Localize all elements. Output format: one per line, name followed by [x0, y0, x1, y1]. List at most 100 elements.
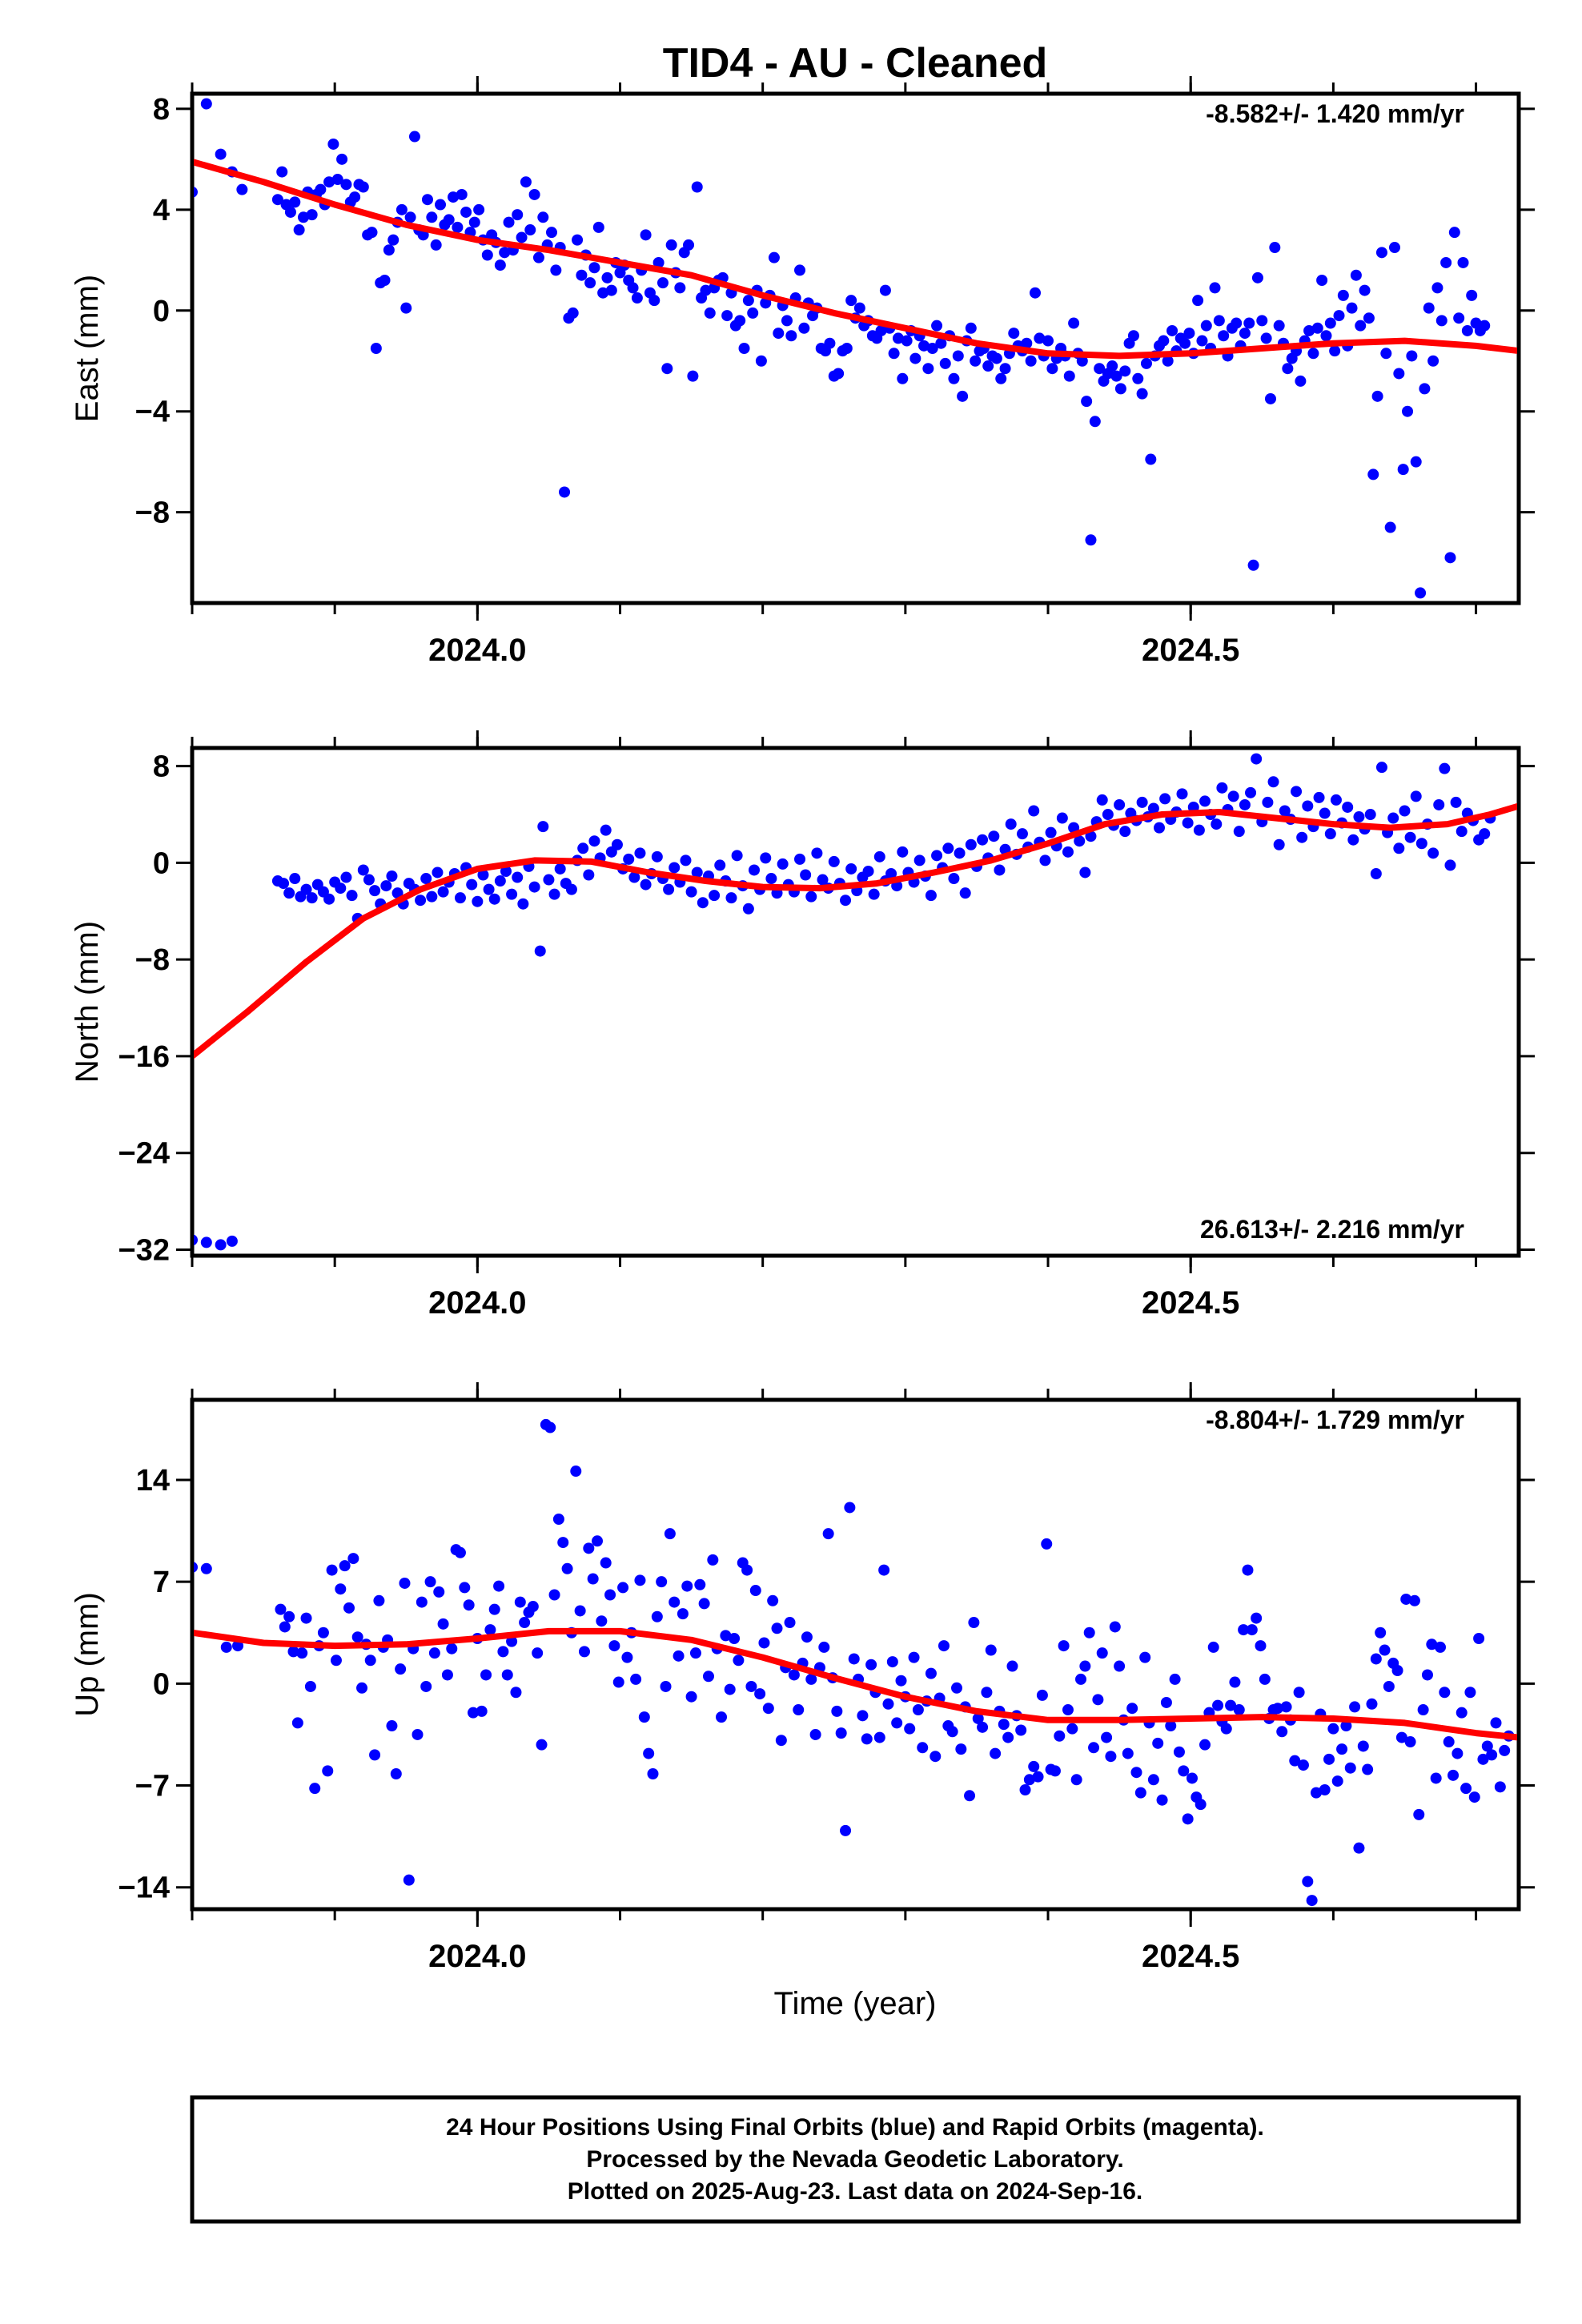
data-point [685, 886, 697, 898]
data-point [1460, 1783, 1472, 1795]
data-point [656, 277, 669, 289]
data-point [426, 211, 438, 223]
plot-frame [190, 1397, 1521, 1912]
data-point [951, 1682, 963, 1694]
data-point [994, 864, 1006, 876]
data-point [1481, 1740, 1493, 1752]
data-point [1448, 227, 1460, 239]
data-point [364, 1655, 376, 1667]
data-point [570, 1466, 582, 1478]
data-point [483, 883, 495, 895]
data-point [733, 1655, 745, 1667]
data-point [1450, 796, 1462, 808]
data-point [1353, 1842, 1365, 1854]
data-point [1159, 793, 1171, 805]
data-point [503, 216, 515, 228]
data-point [1347, 834, 1359, 846]
data-point [1211, 818, 1223, 830]
data-point [527, 1601, 539, 1613]
data-point [1302, 800, 1314, 812]
data-point [323, 893, 335, 905]
data-point [685, 1691, 697, 1703]
data-point [1430, 1772, 1442, 1784]
data-point [331, 174, 343, 186]
data-point [283, 887, 295, 899]
data-point [1056, 812, 1068, 824]
data-point [938, 1640, 950, 1652]
data-point [1166, 324, 1178, 336]
data-point [300, 1612, 312, 1624]
data-point [1079, 866, 1091, 879]
data-point [1016, 828, 1028, 840]
data-point [977, 1721, 989, 1733]
data-point [420, 1680, 432, 1692]
data-point [749, 1585, 761, 1597]
data-point [1340, 1720, 1352, 1732]
data-point [484, 1624, 496, 1636]
data-point [276, 166, 288, 178]
data-point [1439, 762, 1451, 774]
data-point [1101, 1731, 1113, 1743]
data-point [663, 883, 675, 895]
data-point [323, 176, 335, 188]
data-point [959, 887, 971, 899]
data-point [395, 1663, 407, 1675]
data-point [1371, 390, 1383, 402]
data-point [901, 335, 913, 347]
data-point [747, 307, 759, 319]
data-point [369, 885, 381, 897]
data-point [550, 264, 562, 276]
data-point [918, 340, 930, 352]
data-point [1486, 1749, 1498, 1761]
data-point [501, 1669, 513, 1681]
data-point [640, 229, 652, 241]
data-point [1323, 1753, 1335, 1765]
data-point [1375, 1626, 1387, 1638]
data-point [1165, 1720, 1177, 1732]
data-point [669, 1596, 681, 1608]
data-point [1324, 317, 1336, 329]
data-point [611, 838, 623, 850]
data-point [572, 234, 584, 246]
data-point [1110, 370, 1122, 382]
data-point [765, 873, 777, 885]
data-point [1239, 798, 1251, 810]
data-point [1433, 798, 1445, 810]
data-point [1440, 256, 1452, 268]
data-point [1397, 464, 1409, 476]
data-point [1070, 1774, 1082, 1786]
data-point [640, 879, 652, 891]
data-point [1032, 1771, 1044, 1783]
data-point [283, 1610, 295, 1622]
data-point [1427, 355, 1439, 367]
data-point [291, 1717, 303, 1729]
data-point [520, 176, 532, 188]
data-point [627, 282, 639, 294]
data-point [1262, 796, 1274, 808]
data-point [1344, 1762, 1356, 1774]
data-point [421, 194, 433, 206]
data-point [512, 209, 524, 221]
data-point [873, 850, 885, 862]
data-point [1147, 802, 1159, 814]
data-point [467, 1707, 479, 1719]
data-point [424, 1576, 436, 1588]
data-point [643, 1747, 655, 1759]
data-point [948, 873, 960, 885]
data-point [1212, 1699, 1224, 1711]
data-point [605, 284, 617, 296]
data-point [683, 239, 695, 251]
data-point [1209, 282, 1221, 294]
data-point [1359, 284, 1371, 296]
data-point [952, 350, 964, 362]
data-point [1337, 289, 1349, 301]
data-point [970, 355, 982, 367]
data-point [236, 183, 248, 195]
data-point [1096, 1647, 1108, 1659]
data-point [824, 337, 836, 349]
data-point [1085, 830, 1097, 842]
y-axis-label: Up (mm) [70, 1592, 105, 1717]
data-point [1259, 1673, 1271, 1685]
data-point [660, 1680, 672, 1692]
data-point [754, 1688, 766, 1700]
